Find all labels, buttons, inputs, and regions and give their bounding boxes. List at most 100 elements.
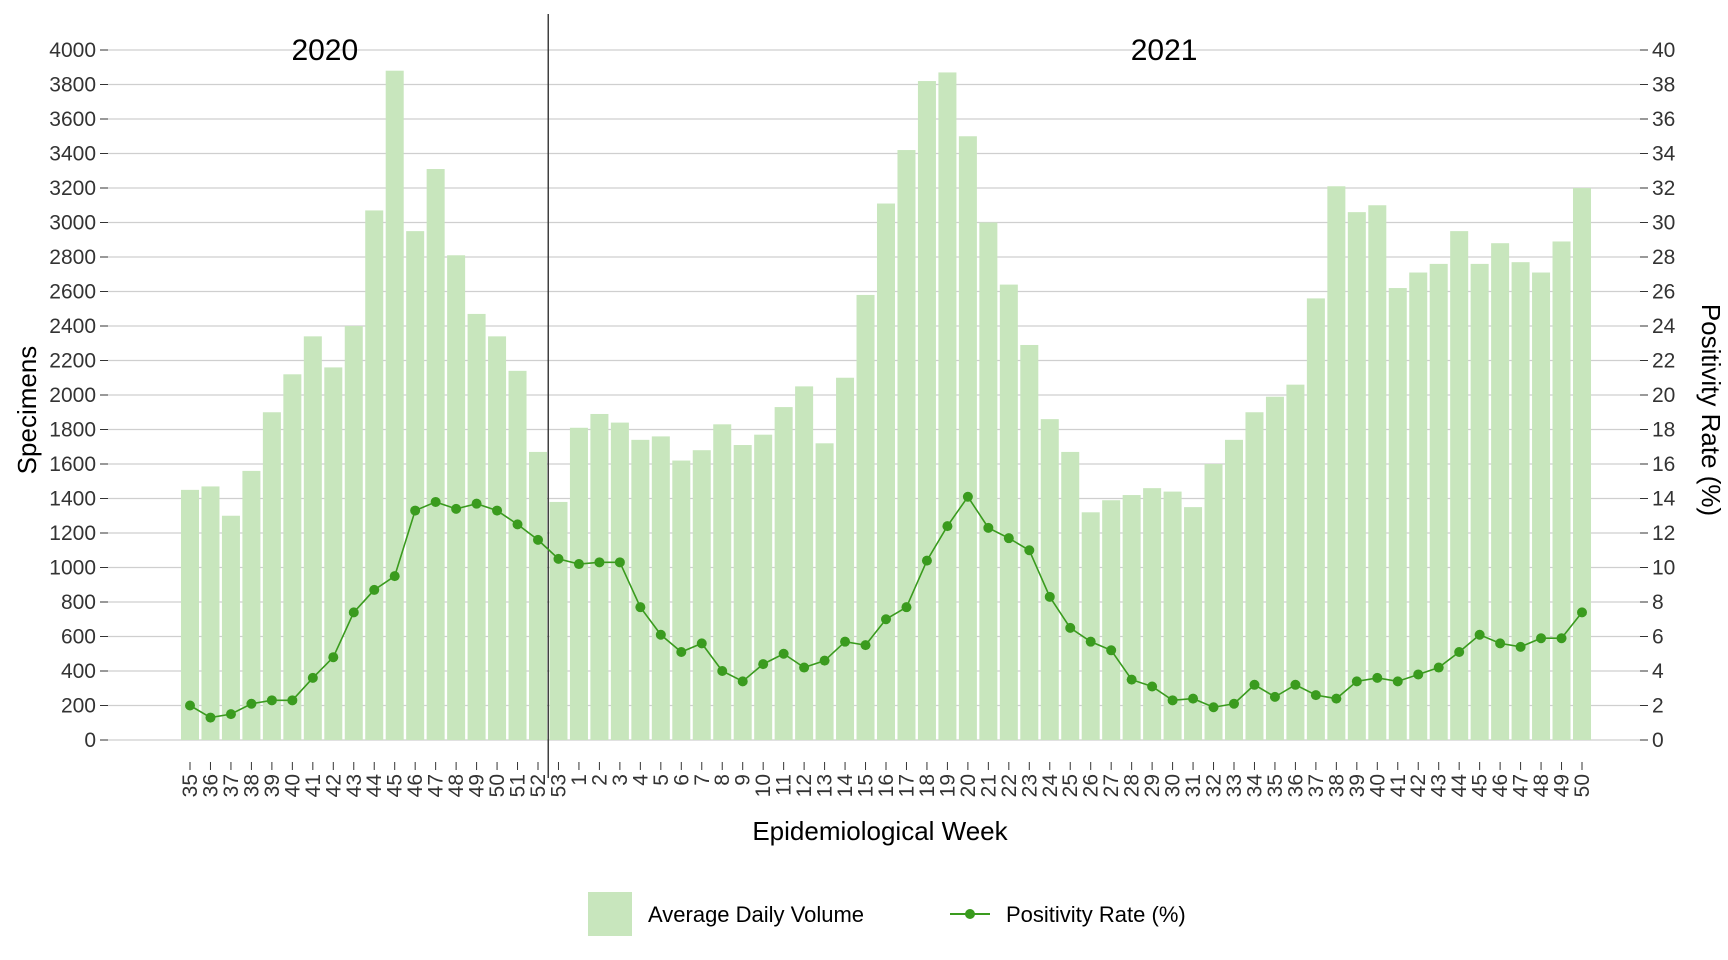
bar	[1265, 396, 1284, 740]
x-tick-label: 18	[916, 774, 939, 797]
bar	[1286, 384, 1305, 740]
y-axis-right-title: Positivity Rate (%)	[1696, 304, 1726, 516]
bar	[1532, 272, 1551, 740]
line-point	[1495, 638, 1506, 649]
bar	[979, 222, 998, 740]
x-tick-label: 24	[1039, 774, 1062, 798]
legend-line-marker	[965, 909, 975, 919]
bar	[1020, 344, 1039, 740]
line-point	[266, 695, 277, 706]
x-tick-label: 48	[445, 774, 468, 797]
y-right-tick-label: 16	[1652, 453, 1675, 476]
line-point	[246, 698, 257, 709]
bar	[958, 136, 977, 740]
x-tick-label: 43	[343, 774, 366, 797]
line-point	[1351, 676, 1362, 687]
y-right-tick-label: 14	[1652, 488, 1676, 511]
line-point	[1413, 669, 1424, 680]
bar	[1572, 188, 1592, 740]
bar	[569, 427, 588, 740]
line-point	[594, 557, 605, 568]
bar	[999, 284, 1018, 740]
line-point	[512, 519, 523, 530]
y-right-tick-label: 34	[1652, 143, 1676, 166]
line-point	[205, 712, 216, 723]
bar	[1102, 500, 1121, 740]
bar	[836, 377, 855, 740]
x-tick-label: 35	[1264, 774, 1287, 797]
line-point	[1290, 679, 1301, 690]
line-point	[1536, 633, 1547, 644]
line-point	[614, 557, 625, 568]
line-point	[962, 491, 973, 502]
line-point	[389, 571, 400, 582]
y-right-tick-label: 30	[1652, 212, 1675, 235]
bar	[1224, 439, 1244, 740]
y-left-tick-label: 2800	[49, 246, 96, 269]
bar	[754, 434, 773, 740]
line-point	[717, 666, 728, 676]
line-point	[1269, 691, 1280, 702]
line-point	[799, 662, 810, 673]
x-tick-label: 41	[1387, 774, 1410, 797]
line-point	[901, 602, 912, 613]
y-left-tick-label: 1400	[49, 488, 96, 511]
line-point	[471, 498, 482, 509]
x-tick-label: 35	[179, 774, 202, 797]
bar	[1409, 272, 1428, 740]
line-point	[533, 534, 543, 545]
bar	[917, 81, 936, 741]
bar	[1122, 495, 1141, 740]
line-point	[921, 555, 932, 566]
x-tick-label: 9	[732, 774, 755, 786]
y-left-tick-label: 200	[61, 695, 96, 718]
line-point	[1147, 681, 1158, 692]
year-label: 2020	[291, 34, 358, 67]
x-tick-label: 39	[261, 774, 284, 797]
bar	[1388, 288, 1407, 740]
y-left-tick-label: 2400	[49, 315, 96, 338]
x-tick-label: 42	[1407, 774, 1430, 797]
y-right-tick-label: 24	[1652, 315, 1676, 338]
x-tick-label: 38	[1325, 774, 1348, 797]
x-tick-label: 37	[220, 774, 243, 797]
bar	[733, 445, 752, 740]
x-axis-ticks: 3536373839404142434445464748495051525312…	[179, 762, 1594, 797]
line-point	[983, 522, 994, 533]
y-right-tick-label: 36	[1652, 108, 1675, 131]
line-point	[696, 638, 707, 649]
line-point	[1024, 545, 1035, 556]
x-tick-label: 23	[1018, 774, 1041, 797]
bar	[262, 412, 281, 740]
y-left-tick-label: 800	[61, 591, 96, 614]
year-labels: 2020 2021	[291, 34, 1197, 67]
bar	[672, 460, 691, 740]
x-tick-label: 17	[895, 774, 918, 797]
bar	[856, 294, 875, 740]
bar-series	[180, 70, 1592, 741]
x-tick-label: 31	[1182, 774, 1205, 797]
bar	[1368, 205, 1387, 740]
x-tick-label: 41	[302, 774, 325, 797]
line-point	[1065, 622, 1076, 633]
line-point	[1106, 645, 1117, 656]
bar	[221, 515, 240, 740]
x-tick-label: 46	[404, 774, 427, 797]
line-point	[1577, 607, 1587, 618]
bar	[1470, 263, 1489, 740]
bar	[201, 486, 220, 740]
x-tick-label: 2	[588, 774, 611, 786]
line-point	[1208, 702, 1219, 713]
y-left-tick-label: 1600	[49, 453, 96, 476]
x-tick-label: 49	[466, 774, 489, 797]
bar	[406, 231, 425, 740]
line-point	[328, 652, 339, 663]
y-axis-left-ticks: 0 200 400 600 800 1000 1200 1400 1600 1800 2000 220…	[49, 39, 108, 752]
line-point	[1229, 698, 1239, 709]
x-tick-label: 52	[527, 774, 550, 797]
bar	[876, 203, 896, 740]
line-point	[1392, 676, 1403, 687]
y-left-tick-label: 2000	[49, 384, 96, 407]
line-point	[1085, 636, 1096, 647]
y-left-tick-label: 3800	[49, 74, 96, 97]
